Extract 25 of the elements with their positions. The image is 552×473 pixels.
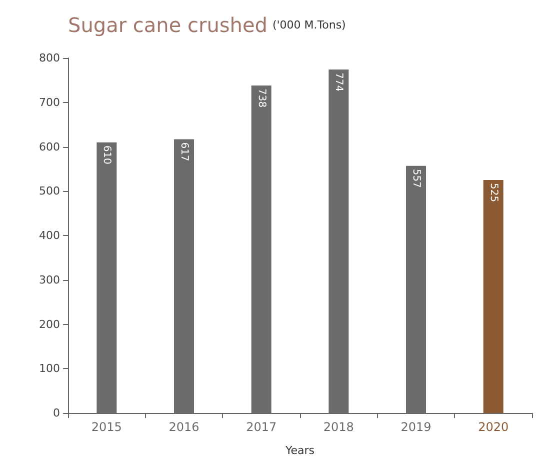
y-tick-label: 200 — [39, 318, 60, 331]
x-tick-label: 2019 — [400, 420, 432, 434]
y-tick-label: 800 — [39, 52, 60, 64]
x-tick-label: 2020 — [478, 420, 509, 434]
chart-subtitle: ('000 M.Tons) — [272, 18, 346, 32]
x-tick-label: 2018 — [323, 420, 354, 434]
data-label: 557 — [410, 168, 422, 188]
y-tick-label: 600 — [39, 140, 60, 154]
x-tick-label: 2016 — [168, 420, 200, 434]
data-label: 617 — [178, 142, 190, 162]
y-tick-label: 700 — [39, 96, 60, 109]
data-label: 525 — [488, 183, 499, 202]
x-tick-label: 2017 — [246, 420, 277, 434]
y-tick-label: 0 — [53, 406, 60, 420]
y-tick-label: 500 — [39, 184, 60, 198]
y-tick-label: 400 — [39, 229, 60, 242]
y-tick-label: 100 — [39, 362, 60, 376]
bar — [483, 180, 504, 413]
data-label: 610 — [101, 145, 112, 164]
data-label: 774 — [333, 72, 344, 92]
data-label: 738 — [256, 88, 267, 108]
x-axis-title: Years — [284, 444, 315, 457]
chart-title: Sugar cane crushed — [68, 13, 268, 37]
y-tick-label: 300 — [39, 273, 60, 286]
x-tick-label: 2015 — [91, 420, 122, 434]
